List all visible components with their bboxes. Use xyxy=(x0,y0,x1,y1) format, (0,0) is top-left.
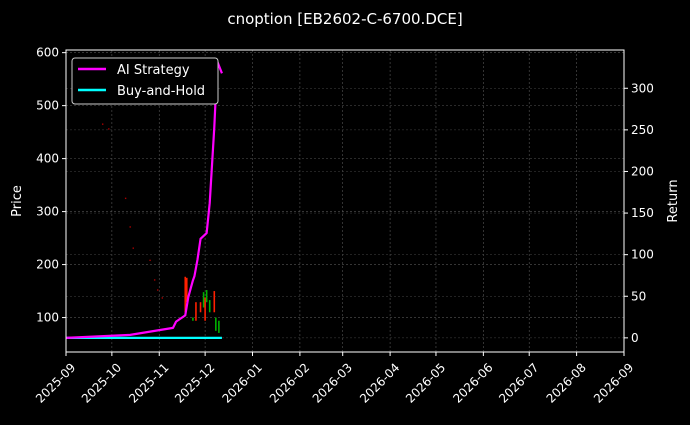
grid xyxy=(65,50,625,352)
candle xyxy=(184,276,187,313)
candle xyxy=(215,317,217,331)
legend-label-buy-and-hold: Buy-and-Hold xyxy=(117,84,205,99)
series-line-ai-strategy xyxy=(65,60,223,339)
y2-tick-label: 100 xyxy=(631,248,654,262)
candle xyxy=(218,320,220,333)
x-tick-label: 2026-05 xyxy=(403,360,448,405)
x-tick-label: 2026-01 xyxy=(219,360,264,405)
legend: AI Strategy Buy-and-Hold xyxy=(71,57,219,105)
y2-tick-label: 0 xyxy=(631,331,639,345)
y2-axis-label: Return xyxy=(666,179,681,222)
price-mark xyxy=(101,123,104,125)
y-tick-label: 600 xyxy=(36,46,59,60)
y-axis-label: Price xyxy=(10,185,25,217)
x-tick-label: 2026-08 xyxy=(544,360,589,405)
price-mark xyxy=(161,297,164,299)
candle xyxy=(204,297,206,321)
x-tick-label: 2026-02 xyxy=(267,360,312,405)
candle xyxy=(202,292,205,308)
legend-label-ai-strategy: AI Strategy xyxy=(117,63,190,78)
candle xyxy=(205,290,208,303)
x-tick-label: 2025-10 xyxy=(79,360,124,405)
x-tick-label: 2026-06 xyxy=(450,360,495,405)
candle xyxy=(195,302,197,321)
y-tick-label: 300 xyxy=(36,205,59,219)
y-tick-label: 200 xyxy=(36,258,59,272)
x-tick-label: 2025-12 xyxy=(172,360,217,405)
price-mark xyxy=(108,128,110,130)
candle xyxy=(185,277,188,303)
price-mark xyxy=(124,197,127,200)
candle xyxy=(208,300,211,313)
price-mark xyxy=(149,259,151,262)
price-marks xyxy=(101,123,220,333)
x-tick-label: 2026-04 xyxy=(357,360,402,405)
y2-tick-label: 250 xyxy=(631,123,654,137)
x-tick-label: 2025-11 xyxy=(126,360,171,405)
series-lines xyxy=(65,60,223,339)
plot-frame xyxy=(65,49,625,353)
x-tick-label: 2026-07 xyxy=(496,360,541,405)
candle xyxy=(192,317,194,321)
candle xyxy=(199,302,202,313)
price-mark xyxy=(132,247,134,249)
y-tick-label: 400 xyxy=(36,152,59,166)
chart-title: cnoption [EB2602-C-6700.DCE] xyxy=(227,10,462,28)
y2-tick-label: 50 xyxy=(631,289,646,303)
x-tick-label: 2025-09 xyxy=(33,360,78,405)
y2-tick-label: 150 xyxy=(631,206,654,220)
y2-tick-label: 200 xyxy=(631,164,654,178)
price-mark xyxy=(157,289,159,291)
x-tick-label: 2026-03 xyxy=(310,360,355,405)
y2-tick-label: 300 xyxy=(631,81,654,95)
candle xyxy=(213,291,216,313)
y-tick-label: 100 xyxy=(36,311,59,325)
price-mark xyxy=(129,226,131,228)
price-mark xyxy=(153,279,156,281)
y-tick-label: 500 xyxy=(36,99,59,113)
x-tick-label: 2026-09 xyxy=(591,360,636,405)
